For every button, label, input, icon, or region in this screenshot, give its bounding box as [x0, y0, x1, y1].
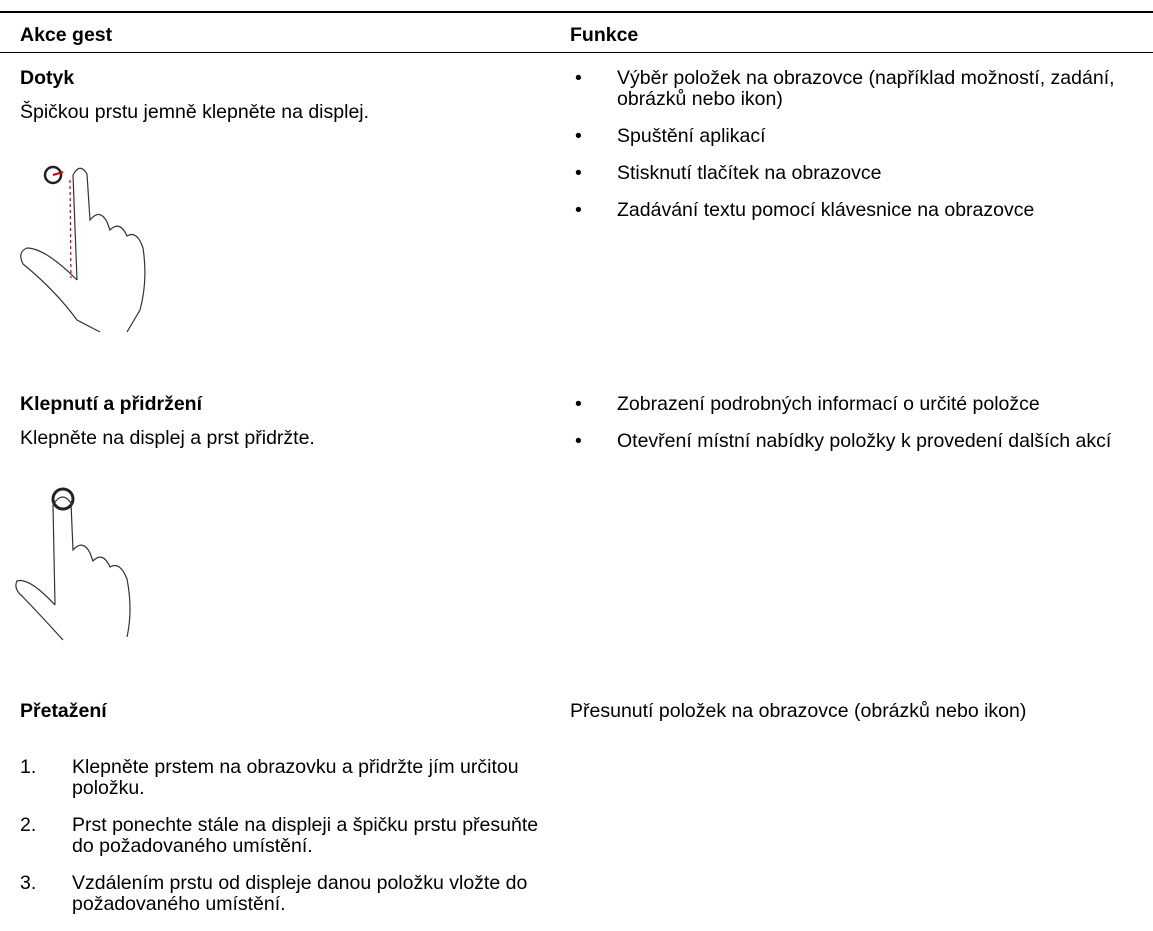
gesture-name: Přetažení — [20, 700, 107, 722]
step-list: 1. Klepněte prstem na obrazovku a přidržt… — [20, 757, 545, 931]
step-number: 3. — [20, 872, 37, 894]
function-list: Výběr položek na obrazovce (například mo… — [572, 68, 1117, 237]
function-item: Zadávání textu pomocí klávesnice na obra… — [572, 200, 1117, 222]
column-header: Funkce — [570, 24, 639, 46]
gesture-description: Špičkou prstu jemně klepněte na displej. — [20, 101, 370, 123]
function-text: Přesunutí položek na obrazovce (obrázků … — [570, 700, 1027, 722]
step-text: Klepněte prstem na obrazovku a přidržte … — [72, 756, 519, 799]
function-item: Výběr položek na obrazovce (například mo… — [572, 68, 1117, 110]
step-item: 2. Prst ponechte stále na displeji a špič… — [20, 815, 545, 857]
header-rule — [0, 52, 1153, 53]
column-header: Akce gest — [20, 24, 113, 46]
function-item: Otevření místní nabídky položky k proved… — [572, 431, 1117, 453]
tap-hold-illustration — [15, 487, 131, 641]
function-item: Zobrazení podrobných informací o určité … — [572, 394, 1117, 416]
gesture-description: Klepněte na displej a prst přidržte. — [20, 427, 315, 449]
step-number: 1. — [20, 756, 37, 778]
step-item: 1. Klepněte prstem na obrazovku a přidržt… — [20, 757, 545, 799]
tap-illustration — [20, 165, 146, 333]
function-item: Spuštění aplikací — [572, 126, 1117, 148]
gesture-name: Dotyk — [20, 67, 75, 89]
step-item: 3. Vzdálením prstu od displeje danou polo… — [20, 873, 545, 915]
step-text: Vzdálením prstu od displeje danou položk… — [72, 872, 528, 915]
step-text: Prst ponechte stále na displeji a špičku… — [72, 814, 539, 857]
function-list: Zobrazení podrobných informací o určité … — [572, 394, 1117, 468]
gesture-name: Klepnutí a přidržení — [20, 393, 203, 415]
step-number: 2. — [20, 814, 37, 836]
function-item: Stisknutí tlačítek na obrazovce — [572, 163, 1117, 185]
top-rule — [0, 11, 1153, 13]
